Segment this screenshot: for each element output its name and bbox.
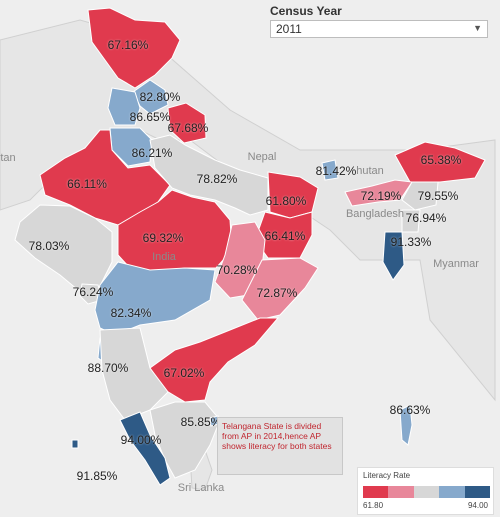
state-lakshadweep[interactable]	[71, 439, 79, 449]
state-label-sikkim: 81.42%	[315, 164, 357, 178]
state-label-gujarat: 78.03%	[28, 239, 70, 253]
state-manipur[interactable]	[401, 209, 421, 233]
state-label-jk: 67.16%	[107, 38, 149, 52]
country-label-pakistan: tan	[0, 152, 16, 164]
state-label-bihar: 61.80%	[265, 194, 307, 208]
legend-min-label: 61.80	[363, 501, 384, 510]
state-label-up: 78.82%	[196, 172, 238, 186]
state-nagaland[interactable]	[401, 181, 439, 211]
legend-swatch-0	[363, 486, 389, 498]
state-label-goa: 88.70%	[87, 361, 129, 375]
state-label-uk: 67.68%	[167, 121, 209, 135]
state-label-mp: 69.32%	[142, 231, 184, 245]
state-label-lakshadweep: 91.85%	[76, 469, 118, 483]
state-label-manipur: 76.94%	[405, 211, 447, 225]
country-label-myanmar: Myanmar	[433, 258, 479, 270]
state-label-dnh: 76.24%	[72, 285, 114, 299]
state-andaman[interactable]	[399, 404, 413, 446]
country-label-srilanka: Sri Lanka	[177, 482, 225, 494]
state-label-chhattisgarh: 70.28%	[216, 263, 258, 277]
state-punjab[interactable]	[107, 87, 141, 126]
state-label-arunachal: 65.38%	[420, 153, 462, 167]
legend-swatch-3	[439, 486, 465, 498]
state-jk[interactable]	[87, 7, 181, 89]
census-year-dropdown[interactable]: 2011 ▼	[270, 20, 488, 38]
state-up[interactable]	[149, 134, 269, 216]
legend-swatch-1	[388, 486, 414, 498]
state-mizoram[interactable]	[382, 231, 405, 281]
state-label-jharkhand: 66.41%	[264, 229, 306, 243]
state-dnh[interactable]	[79, 283, 103, 305]
state-uk[interactable]	[167, 102, 207, 144]
census-year-title: Census Year	[270, 4, 342, 18]
legend-max-label: 94.00	[467, 501, 488, 510]
state-label-mizoram: 91.33%	[390, 235, 432, 249]
state-label-hp: 82.80%	[139, 90, 181, 104]
state-label-punjab: 86.65%	[129, 110, 171, 124]
state-label-maharashtra: 82.34%	[110, 306, 152, 320]
legend-swatch-2	[413, 486, 440, 498]
telangana-note: Telangana State is divided from AP in 20…	[217, 417, 343, 475]
legend-color-ramp	[363, 486, 491, 498]
state-label-kerala: 94.00%	[120, 433, 162, 447]
state-label-puducherry: 85.85%	[180, 415, 222, 429]
state-label-nagaland: 79.55%	[417, 189, 459, 203]
state-assam[interactable]	[344, 179, 413, 207]
state-label-odisha: 72.87%	[256, 286, 298, 300]
chevron-down-icon: ▼	[473, 23, 482, 33]
state-maharashtra[interactable]	[94, 261, 216, 336]
state-hp[interactable]	[132, 79, 169, 115]
state-label-assam: 72.19%	[360, 189, 402, 203]
country-label-bhutan: hutan	[356, 165, 384, 177]
state-label-rajasthan: 66.11%	[67, 177, 107, 191]
state-odisha[interactable]	[241, 257, 319, 321]
state-label-andaman: 86.63%	[389, 403, 431, 417]
literacy-legend: Literacy Rate 61.80 94.00	[357, 467, 494, 515]
country-label-bangladesh: Bangladesh	[345, 208, 405, 220]
state-tn[interactable]	[149, 401, 221, 479]
state-sikkim[interactable]	[321, 159, 339, 181]
legend-title: Literacy Rate	[363, 471, 411, 480]
legend-swatch-4	[464, 486, 491, 498]
country-label-india: India	[152, 251, 176, 263]
census-year-value: 2011	[276, 22, 302, 36]
country-label-nepal: Nepal	[247, 151, 277, 163]
state-label-haryana: 86.21%	[131, 146, 173, 160]
state-kerala[interactable]	[119, 411, 171, 486]
state-ap[interactable]	[149, 317, 280, 403]
state-label-ap: 67.02%	[163, 366, 205, 380]
